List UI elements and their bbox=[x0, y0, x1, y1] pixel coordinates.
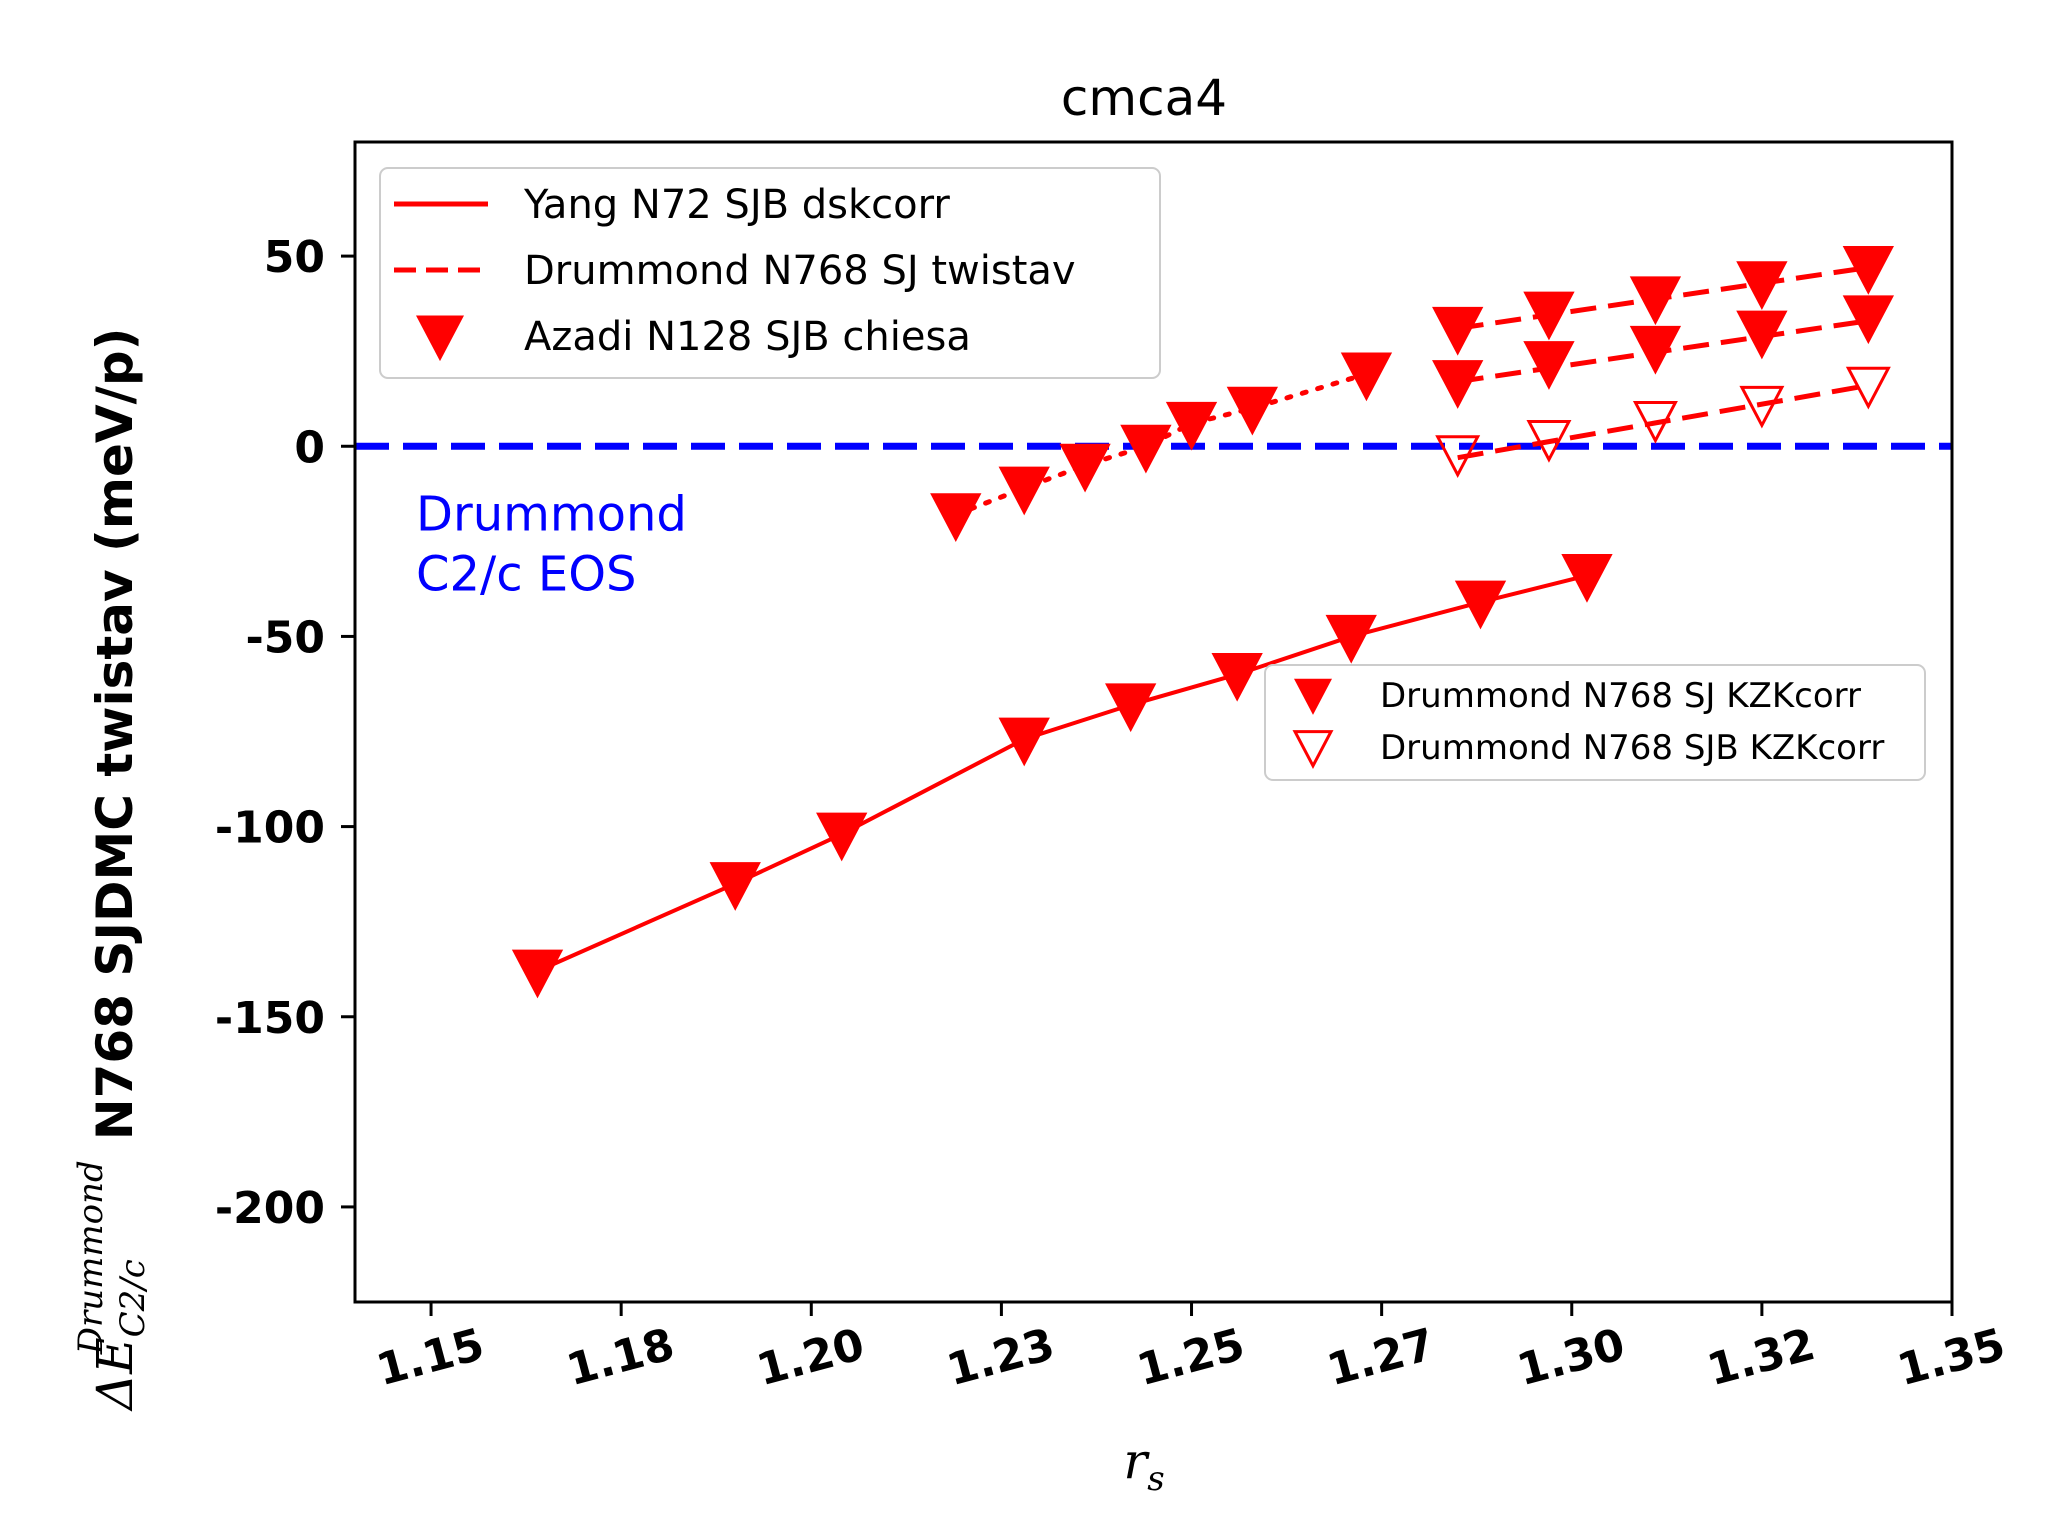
data-point bbox=[1340, 352, 1393, 402]
y-tick-label: -50 bbox=[246, 612, 326, 663]
data-point bbox=[1739, 264, 1785, 307]
data-point bbox=[1435, 435, 1481, 478]
legend-label: Yang N72 SJB dskcorr bbox=[523, 182, 950, 228]
y-axis-label-text: N768 SJDMC twistav (meV/p) bbox=[86, 328, 144, 1141]
data-point bbox=[1120, 424, 1172, 474]
y-tick-label: -150 bbox=[215, 993, 325, 1044]
annotation-line: C2/c EOS bbox=[416, 546, 636, 602]
data-point bbox=[1632, 401, 1678, 444]
data-point bbox=[1059, 443, 1111, 493]
data-point bbox=[1629, 325, 1682, 375]
x-axis-label: rs bbox=[1123, 1432, 1164, 1499]
legend-label: Drummond N768 SJ KZKcorr bbox=[1380, 676, 1861, 716]
legend-secondary-box bbox=[1264, 664, 1926, 781]
x-axis-label-symbol: r bbox=[1123, 1432, 1150, 1490]
chart-title: cmca4 bbox=[1061, 69, 1227, 127]
y-tick-label: 0 bbox=[294, 422, 325, 473]
series-line bbox=[1457, 382, 1869, 461]
data-point bbox=[1842, 245, 1895, 295]
y-axis-label-superscript: Drummond bbox=[71, 1160, 111, 1355]
data-point bbox=[1736, 261, 1788, 310]
legend-marker bbox=[416, 315, 464, 362]
legends: Yang N72 SJB dskcorr Drummond N768 SJ twi… bbox=[379, 167, 1926, 781]
data-point bbox=[930, 493, 982, 542]
y-tick-label: -200 bbox=[215, 1183, 325, 1234]
data-point bbox=[1739, 385, 1785, 429]
data-point bbox=[998, 466, 1050, 516]
data-point bbox=[709, 862, 761, 911]
legend-label: Drummond N768 SJ twistav bbox=[524, 248, 1076, 294]
y-tick-label: -100 bbox=[215, 803, 325, 854]
data-point bbox=[1226, 386, 1279, 436]
data-point bbox=[1432, 360, 1484, 409]
svg-text:ΔEC2/cDrummondN768 SJDMC twist: ΔEC2/cDrummond N768 SJDMC twistav (meV/p) bbox=[71, 328, 153, 1413]
data-point bbox=[1523, 341, 1575, 390]
data-point bbox=[1105, 683, 1157, 733]
data-point bbox=[1435, 309, 1481, 353]
data-point bbox=[1845, 248, 1891, 292]
data-point bbox=[1736, 310, 1788, 360]
data-point bbox=[1632, 279, 1678, 323]
data-point bbox=[1526, 420, 1572, 463]
data-point bbox=[1526, 294, 1572, 338]
annotation-line: Drummond bbox=[416, 486, 687, 542]
legend-label: Azadi N128 SJB chiesa bbox=[524, 314, 971, 360]
data-point bbox=[1561, 554, 1613, 603]
data-point bbox=[816, 812, 868, 862]
data-point bbox=[998, 717, 1050, 767]
data-point bbox=[1454, 580, 1507, 630]
data-point bbox=[1845, 366, 1891, 410]
legend-marker bbox=[1294, 678, 1332, 715]
y-tick-label: 50 bbox=[264, 232, 325, 283]
data-point bbox=[511, 949, 564, 999]
data-point bbox=[1523, 291, 1575, 341]
data-point bbox=[1842, 295, 1895, 345]
y-axis-label-subscript: C2/c bbox=[113, 1259, 153, 1337]
data-point bbox=[1325, 614, 1377, 664]
plot-frame bbox=[353, 140, 1954, 1304]
legend-label: Drummond N768 SJB KZKcorr bbox=[1380, 728, 1884, 768]
legend-marker bbox=[1292, 730, 1334, 770]
data-point bbox=[1165, 401, 1218, 451]
y-axis-label-symbol: ΔE bbox=[86, 1337, 144, 1412]
axis-ticks: 1.15 1.18 1.20 1.23 1.25 1.27 1.30 1.32 1.35500-… bbox=[215, 140, 2010, 1396]
data-point bbox=[1211, 652, 1263, 702]
data-point bbox=[1432, 306, 1484, 356]
y-axis-label: ΔEC2/cDrummond N768 SJDMC twistav (meV/p) bbox=[71, 328, 153, 1413]
legend-main-box bbox=[379, 167, 1161, 379]
data-point bbox=[1629, 276, 1682, 326]
x-axis-label-subscript: s bbox=[1147, 1459, 1164, 1499]
